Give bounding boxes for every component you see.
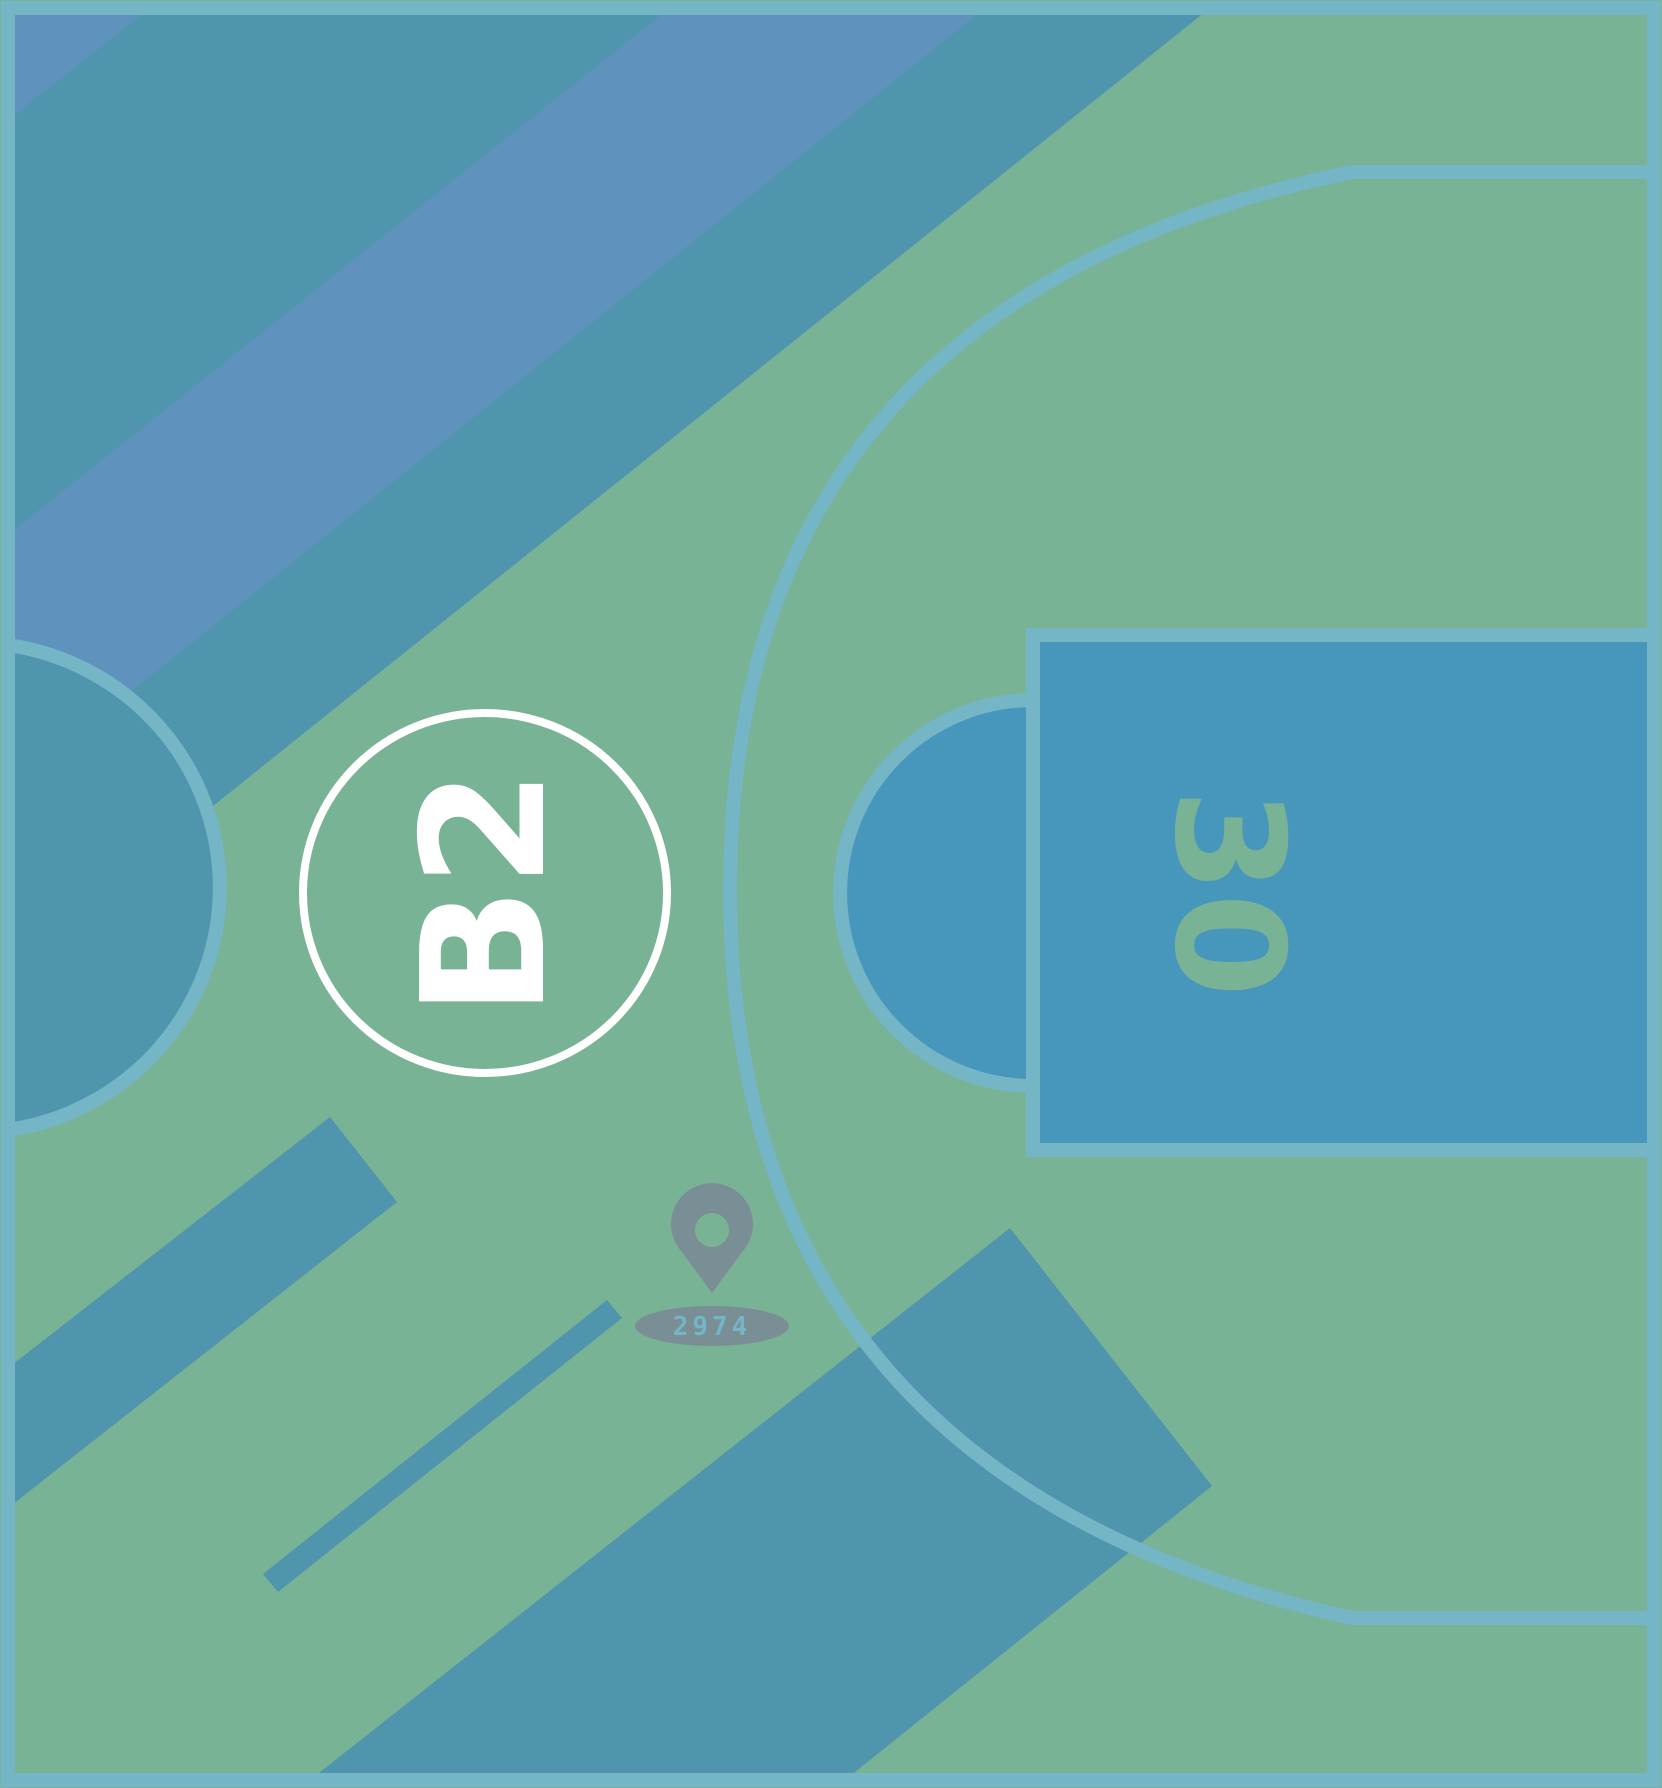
sector-badge: B2 bbox=[299, 709, 671, 1077]
center-circle bbox=[7, 638, 227, 1137]
key-label: 30 bbox=[1141, 789, 1315, 998]
bottom-thin-bar bbox=[263, 1300, 622, 1592]
bottom-stripe-left bbox=[8, 1117, 397, 1508]
badge-circle-icon bbox=[299, 709, 671, 1077]
diagonal-stripe-light-upper bbox=[8, 8, 150, 120]
free-throw-circle bbox=[833, 692, 1040, 1094]
map-pin-hole bbox=[695, 1213, 729, 1247]
pin-label-pill bbox=[635, 1306, 789, 1346]
location-pin: 2974 bbox=[635, 1183, 789, 1346]
pin-label: 2974 bbox=[673, 1312, 752, 1342]
badge-label: B2 bbox=[386, 769, 584, 1017]
paint-key bbox=[1026, 628, 1661, 1157]
diagonal-stripe-light-band bbox=[8, 8, 985, 790]
bottom-block-large bbox=[310, 1228, 1212, 1780]
diagonal-stripe-dark bbox=[8, 8, 1210, 970]
three-point-line bbox=[722, 165, 1654, 1625]
